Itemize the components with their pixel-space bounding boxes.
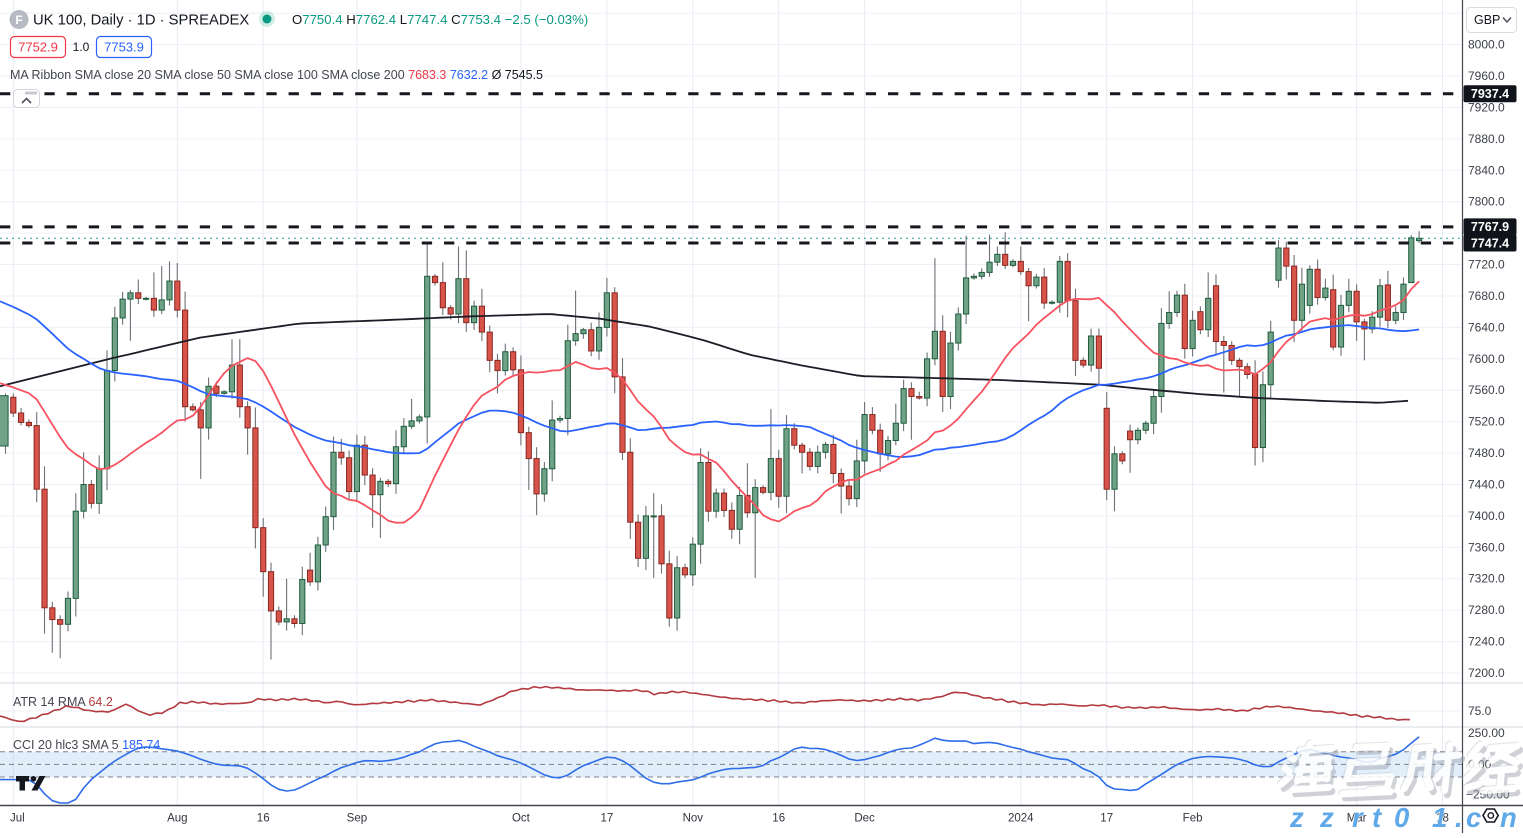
svg-text:z: z: [1319, 802, 1334, 833]
svg-text:7200.0: 7200.0: [1468, 666, 1505, 680]
svg-text:7937.4: 7937.4: [1471, 87, 1509, 101]
svg-text:7680.0: 7680.0: [1468, 289, 1505, 303]
svg-text:.: .: [1455, 802, 1463, 833]
svg-text:75.0: 75.0: [1468, 704, 1492, 718]
svg-text:ATR 14 RMA 64.2: ATR 14 RMA 64.2: [13, 695, 113, 709]
svg-text:Sep: Sep: [347, 813, 367, 825]
svg-text:7767.9: 7767.9: [1471, 220, 1509, 234]
svg-text:1: 1: [1432, 802, 1447, 833]
svg-text:Nov: Nov: [683, 813, 704, 825]
svg-text:Aug: Aug: [167, 813, 187, 825]
svg-text:1.0: 1.0: [73, 40, 90, 54]
svg-text:Feb: Feb: [1183, 813, 1203, 825]
svg-text:16: 16: [257, 813, 270, 825]
svg-text:7840.0: 7840.0: [1468, 163, 1505, 177]
svg-text:7240.0: 7240.0: [1468, 635, 1505, 649]
svg-text:MA Ribbon SMA close 20 SMA clo: MA Ribbon SMA close 20 SMA close 50 SMA …: [10, 68, 543, 82]
svg-text:8000.0: 8000.0: [1468, 38, 1505, 52]
svg-text:7600.0: 7600.0: [1468, 352, 1505, 366]
svg-text:7480.0: 7480.0: [1468, 446, 1505, 460]
svg-text:7640.0: 7640.0: [1468, 320, 1505, 334]
svg-text:7440.0: 7440.0: [1468, 478, 1505, 492]
svg-text:7560.0: 7560.0: [1468, 383, 1505, 397]
svg-text:250.00: 250.00: [1468, 726, 1505, 740]
svg-text:7360.0: 7360.0: [1468, 540, 1505, 554]
svg-text:17: 17: [1100, 813, 1113, 825]
svg-text:18: 18: [1436, 813, 1449, 825]
svg-text:7400.0: 7400.0: [1468, 509, 1505, 523]
svg-text:7280.0: 7280.0: [1468, 603, 1505, 617]
svg-text:7320.0: 7320.0: [1468, 572, 1505, 586]
svg-text:7753.9: 7753.9: [104, 40, 144, 55]
svg-text:Jul: Jul: [10, 813, 25, 825]
svg-text:F: F: [15, 13, 22, 27]
svg-text:7752.9: 7752.9: [18, 40, 58, 55]
svg-text:7747.4: 7747.4: [1471, 236, 1509, 250]
svg-text:c: c: [1466, 802, 1481, 833]
svg-text:r: r: [1352, 802, 1364, 833]
svg-text:n: n: [1500, 802, 1517, 833]
svg-text:7960.0: 7960.0: [1468, 69, 1505, 83]
svg-text:Oct: Oct: [512, 813, 531, 825]
svg-text:17: 17: [601, 813, 614, 825]
svg-text:z: z: [1289, 802, 1304, 833]
svg-text:GBP: GBP: [1474, 13, 1500, 27]
svg-text:O7750.4 H7762.4 L7747.4 C7753.: O7750.4 H7762.4 L7747.4 C7753.4 −2.5 (−0…: [292, 12, 588, 27]
svg-text:7720.0: 7720.0: [1468, 258, 1505, 272]
svg-text:t: t: [1372, 802, 1383, 833]
svg-text:CCI 20 hlc3 SMA 5 185.74: CCI 20 hlc3 SMA 5 185.74: [13, 738, 160, 752]
svg-text:2024: 2024: [1008, 813, 1034, 825]
svg-text:Dec: Dec: [854, 813, 875, 825]
svg-text:UK 100, Daily · 1D · SPREADEX: UK 100, Daily · 1D · SPREADEX: [33, 13, 249, 29]
svg-text:7800.0: 7800.0: [1468, 195, 1505, 209]
svg-text:16: 16: [772, 813, 785, 825]
svg-text:0: 0: [1394, 802, 1410, 833]
svg-text:7880.0: 7880.0: [1468, 132, 1505, 146]
svg-text:Mar: Mar: [1347, 813, 1367, 825]
svg-text:7920.0: 7920.0: [1468, 100, 1505, 114]
svg-text:7520.0: 7520.0: [1468, 415, 1505, 429]
